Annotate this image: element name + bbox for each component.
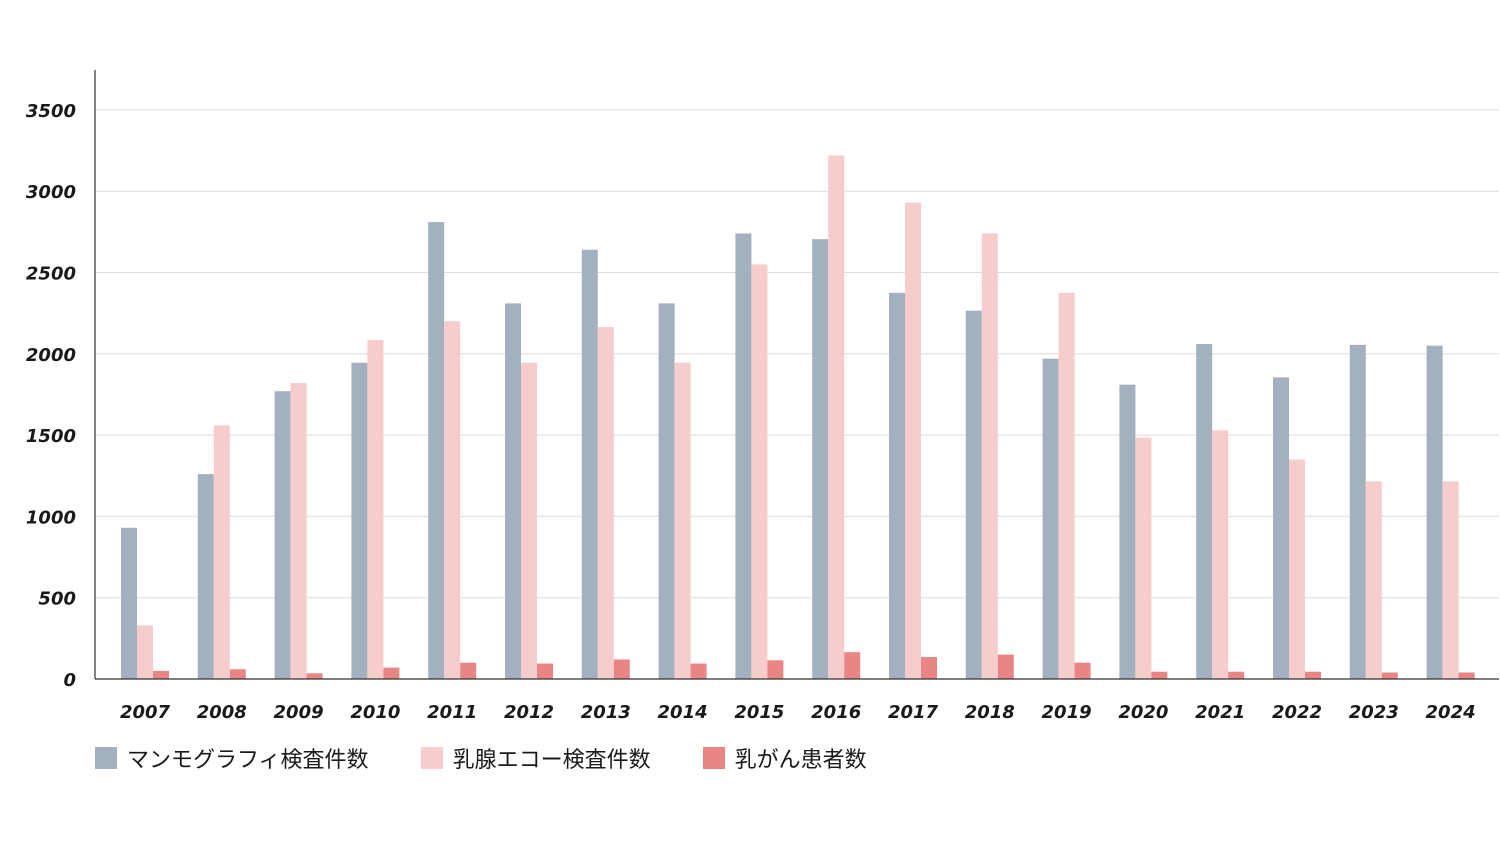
bar-2012-series-1 [521,362,537,679]
y-tick-label-500: 500 [38,589,76,610]
bar-2016-series-0 [812,239,829,680]
bar-2018-series-2 [997,654,1014,679]
bar-2019-series-2 [1074,662,1091,679]
bar-2014-series-0 [658,303,675,679]
x-tick-label-2015: 2015 [734,702,784,723]
bar-2011-series-1 [444,321,461,679]
x-tick-label-2012: 2012 [504,702,554,723]
bar-2013-series-2 [613,659,630,679]
bar-2008-series-0 [197,474,214,679]
bar-2022-series-2 [1305,671,1321,679]
bar-2014-series-1 [674,362,691,679]
bar-2010-series-0 [351,362,368,679]
bar-2018-series-1 [981,233,998,679]
y-tick-label-1000: 1000 [26,507,76,528]
bar-2007-series-0 [121,527,137,679]
bar-2015-series-0 [735,233,752,679]
bar-2021-series-2 [1228,671,1245,679]
x-tick-label-2013: 2013 [581,702,631,723]
bar-2024-series-0 [1426,345,1443,679]
y-tick-label-1500: 1500 [26,426,76,447]
bar-2011-series-2 [460,662,477,679]
bar-2019-series-1 [1058,292,1075,679]
bar-2020-series-0 [1119,384,1136,679]
bar-2015-series-2 [767,660,784,679]
y-tick-label-3500: 3500 [26,101,76,122]
x-tick-label-2016: 2016 [811,702,861,723]
bar-2020-series-2 [1151,671,1168,679]
y-tick-label-3000: 3000 [26,182,76,203]
x-tick-label-2019: 2019 [1042,702,1092,723]
x-tick-label-2020: 2020 [1118,702,1168,723]
x-axis-ticks: 2007 2008 2009 2010 2011 2012 2013 2014 2015 2016… [120,702,1476,723]
y-tick-label-2000: 2000 [26,345,76,366]
bar-2024-series-2 [1458,672,1475,679]
bar-2009-series-2 [306,673,323,679]
legend: マンモグラフィ検査件数 乳腺エコー検査件数 乳がん患者数 [95,742,919,774]
bar-2016-series-2 [844,652,861,679]
bar-2015-series-1 [751,264,768,679]
bar-2023-series-2 [1381,672,1398,679]
x-tick-label-2010: 2010 [350,702,400,723]
bar-2019-series-0 [1042,358,1059,679]
bar-2016-series-1 [828,155,845,680]
bar-2018-series-0 [965,310,982,679]
legend-label-patients: 乳がん患者数 [734,748,867,773]
legend-label-mammography: マンモグラフィ検査件数 [127,748,369,773]
x-tick-label-2018: 2018 [965,702,1015,723]
bar-2013-series-0 [581,249,598,679]
bar-2009-series-0 [274,391,291,679]
bar-2008-series-1 [213,425,230,679]
bar-2024-series-1 [1442,481,1459,679]
x-tick-label-2011: 2011 [427,702,477,723]
bar-2022-series-1 [1289,459,1305,679]
bar-2022-series-0 [1273,377,1289,679]
bar-2010-series-2 [383,667,400,679]
x-tick-label-2022: 2022 [1272,702,1322,723]
y-tick-label-0: 0 [63,670,76,691]
legend-swatch-mammography [95,747,117,769]
x-tick-label-2009: 2009 [274,702,324,723]
bar-2021-series-1 [1212,430,1229,679]
x-tick-label-2008: 2008 [197,702,247,723]
bar-2017-series-1 [905,202,921,679]
x-tick-label-2023: 2023 [1349,702,1399,723]
bar-2017-series-0 [889,292,905,679]
y-axis-ticks: 0 500 1000 1500 2000 2500 3000 3500 [26,101,76,691]
x-tick-label-2017: 2017 [888,702,939,723]
bar-2008-series-2 [229,669,246,679]
bar-2017-series-2 [921,657,937,679]
bar-2007-series-2 [153,670,169,679]
bar-2013-series-1 [597,326,614,679]
bar-2014-series-2 [690,663,707,679]
legend-item-mammography: マンモグラフィ検査件数 [95,742,369,774]
x-tick-label-2014: 2014 [658,702,708,723]
bar-2010-series-1 [367,339,384,679]
bars [121,155,1475,680]
bar-2020-series-1 [1135,437,1152,679]
x-tick-label-2024: 2024 [1426,702,1476,723]
y-tick-label-2500: 2500 [26,264,76,285]
bar-2023-series-0 [1349,344,1366,679]
bar-2023-series-1 [1365,481,1382,679]
gridlines [95,109,1499,599]
legend-item-patients: 乳がん患者数 [702,742,867,774]
bar-2007-series-1 [137,625,153,679]
bar-2012-series-0 [505,303,521,679]
legend-swatch-patients [702,747,725,769]
x-tick-label-2007: 2007 [120,702,171,723]
legend-label-ultrasound: 乳腺エコー検査件数 [452,748,651,773]
bar-2011-series-0 [428,222,445,679]
bar-2012-series-2 [537,663,553,679]
x-tick-label-2021: 2021 [1195,702,1245,723]
bar-2021-series-0 [1196,344,1213,679]
legend-swatch-ultrasound [420,747,443,769]
legend-item-ultrasound: 乳腺エコー検査件数 [420,742,651,774]
bar-2009-series-1 [290,383,307,679]
